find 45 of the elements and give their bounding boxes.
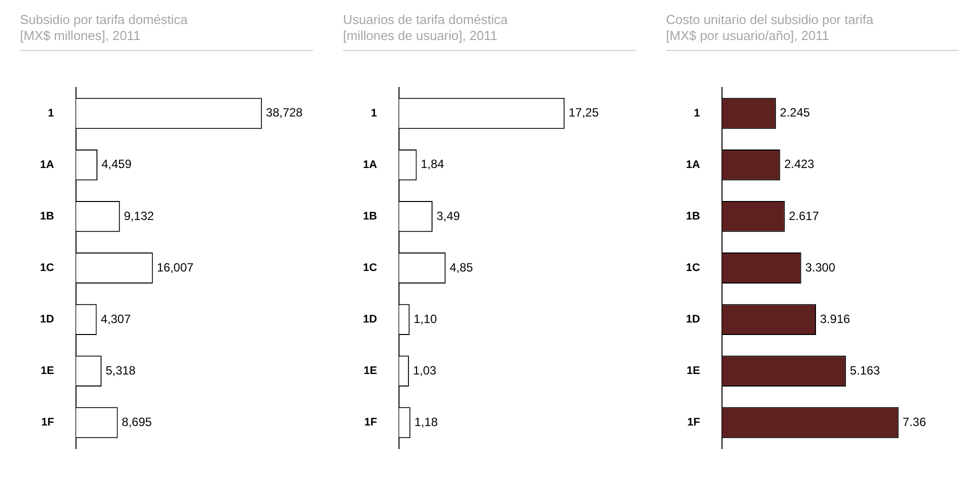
chart-title: Subsidio por tarifa doméstica [MX$ millones], 2011: [20, 12, 189, 44]
y-tick-label: 1A: [686, 158, 700, 171]
data-label: 8,695: [122, 414, 152, 429]
y-tick-label: 1: [48, 107, 54, 120]
chart-title: Costo unitario del subsidio por tarifa [MX$ por usuario/año], 2011: [666, 12, 874, 44]
data-label: 4,85: [450, 260, 474, 274]
data-label: 5.163: [850, 363, 880, 378]
data-label: 4,459: [101, 157, 132, 172]
data-label: 9,132: [124, 208, 154, 223]
y-tick-label: 1D: [686, 314, 700, 326]
y-tick-label: 1E: [686, 365, 700, 378]
y-tick-label: 1F: [364, 416, 378, 429]
data-label: 3,49: [436, 208, 460, 223]
data-label: 1,10: [414, 312, 438, 326]
y-tick-label: 1B: [363, 210, 378, 222]
y-tick-label: 1C: [40, 262, 54, 274]
data-label: 4,307: [100, 312, 132, 326]
y-tick-label: 1F: [41, 416, 54, 429]
y-tick-label: 1E: [364, 365, 378, 378]
chart-title: Usuarios de tarifa doméstica [millones de usuario], 2011: [343, 12, 509, 44]
y-tick-label: 1D: [40, 314, 54, 326]
y-tick-label: 1F: [687, 416, 700, 429]
y-tick-label: 1: [370, 107, 378, 120]
data-label: 3.300: [805, 260, 836, 274]
data-label: 16,007: [156, 260, 194, 274]
data-label: 5,318: [106, 363, 136, 378]
data-label: 7.36: [902, 414, 926, 429]
data-label: 2.617: [788, 208, 820, 223]
data-label: 1,18: [414, 414, 438, 429]
data-label: 2.245: [780, 106, 810, 120]
y-tick-label: 1E: [40, 365, 54, 378]
data-label: 1,84: [420, 157, 444, 172]
data-label: 1,03: [412, 363, 437, 378]
y-tick-label: 1: [694, 107, 700, 120]
y-tick-label: 1A: [40, 158, 54, 171]
y-tick-label: 1D: [363, 314, 378, 326]
data-label: 3.916: [820, 312, 850, 326]
y-tick-label: 1C: [686, 262, 700, 274]
y-tick-label: 1A: [363, 158, 378, 171]
data-label: 2.423: [784, 157, 815, 172]
y-tick-label: 1C: [363, 262, 378, 274]
y-tick-label: 1B: [686, 210, 700, 222]
y-tick-label: 1B: [40, 210, 54, 222]
data-label: 17,25: [568, 106, 599, 120]
data-label: 38,728: [266, 106, 303, 120]
